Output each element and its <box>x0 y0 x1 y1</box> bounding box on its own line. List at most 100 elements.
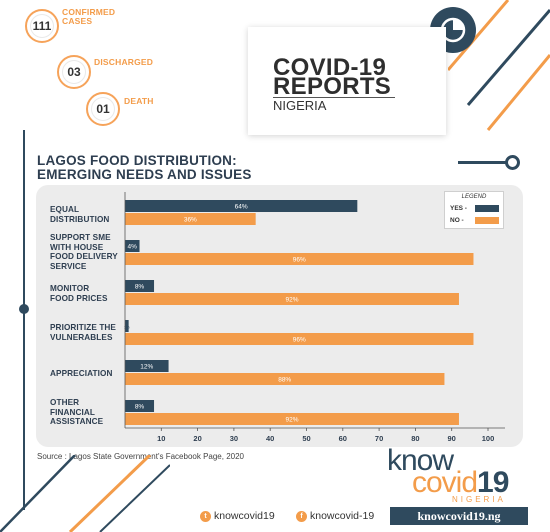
x-tick-label: 70 <box>375 434 383 443</box>
category-label-line: DISTRIBUTION <box>50 214 110 224</box>
facebook-icon: f <box>296 510 307 522</box>
bar-value-label: 12% <box>140 364 153 371</box>
category-label-line: ASSISTANCE <box>50 417 104 426</box>
bar-value-label: 8% <box>135 404 145 411</box>
chart-panel <box>36 185 523 447</box>
bar-no <box>125 293 459 305</box>
category-label-line: WITH HOUSE <box>50 242 104 252</box>
category-label-line: OTHER <box>50 398 80 407</box>
x-tick-label: 100 <box>482 434 495 443</box>
left-rail-dot <box>19 304 29 314</box>
x-tick-label: 40 <box>266 434 274 443</box>
bar-no <box>125 213 256 225</box>
confirmed-cases-value: 111 <box>31 15 53 37</box>
discharged-badge: 03 <box>57 55 91 89</box>
category-label-line: SUPPORT SME <box>50 233 111 242</box>
x-tick-label: 30 <box>230 434 238 443</box>
bar-yes <box>125 400 155 412</box>
category-label-appreciation: APPRECIATION <box>50 369 112 379</box>
x-tick-label: 60 <box>339 434 347 443</box>
category-label-line: APPRECIATION <box>50 369 113 378</box>
footer-facebook[interactable]: f knowcovid-19 <box>296 510 374 522</box>
category-label-line: PRIORITIZE THE <box>50 323 116 332</box>
bar-value-label: 36% <box>184 217 197 224</box>
title-line-1: COVID-19 <box>273 54 387 81</box>
bar-value-label: 96% <box>293 257 306 264</box>
bar-value-label: 4% <box>128 244 138 251</box>
heading-accent-line <box>458 161 508 164</box>
x-tick-label: 20 <box>193 434 201 443</box>
x-tick-label: 90 <box>448 434 456 443</box>
legend-yes-label: YES - <box>450 205 467 212</box>
logo-19: 19 <box>477 466 509 499</box>
category-label-line: FOOD PRICES <box>50 293 108 303</box>
category-label-line: FINANCIAL <box>50 407 96 417</box>
category-label-line: VULNERABLES <box>50 332 113 342</box>
bar-value-label: 88% <box>278 377 291 384</box>
decorative-stripes-top <box>448 0 550 131</box>
category-label-equal-distribution: EQUAL DISTRIBUTION <box>50 205 109 224</box>
bar-no <box>125 333 474 345</box>
footer-twitter[interactable]: t knowcovid19 <box>200 510 275 522</box>
logo-covid: covid <box>412 466 478 499</box>
chart-title-line-1: LAGOS FOOD DISTRIBUTION: <box>37 153 237 168</box>
death-value: 01 <box>92 98 114 120</box>
legend-yes-swatch <box>475 205 499 212</box>
category-label-line: SERVICE <box>50 261 87 271</box>
bar-yes <box>125 280 155 292</box>
knowcovid19-logo: know <box>387 446 454 476</box>
legend-title: LEGEND <box>461 194 487 200</box>
bar-yes <box>125 240 140 252</box>
x-tick-label: 10 <box>157 434 165 443</box>
confirmed-cases-label: CONFIRMED CASES <box>62 8 115 26</box>
heading-accent-ring <box>505 155 520 170</box>
confirmed-label-line: CASES <box>62 16 93 26</box>
category-label-support-sme: SUPPORT SME WITH HOUSE FOOD DELIVERY SER… <box>50 233 118 271</box>
legend-box: LEGEND YES - NO - <box>444 191 504 229</box>
discharged-value: 03 <box>63 61 85 83</box>
category-label-other-financial: OTHER FINANCIAL ASSISTANCE <box>50 398 103 427</box>
chart-title-line-2: EMERGING NEEDS AND ISSUES <box>37 167 252 182</box>
bar-value-label: 1% <box>124 325 130 330</box>
category-label-line: FOOD DELIVERY <box>50 252 118 261</box>
bar-no <box>125 413 459 425</box>
bar-value-label: 96% <box>293 337 306 344</box>
confirmed-label-line: CONFIRMED <box>62 7 116 17</box>
left-rail <box>23 130 25 510</box>
category-label-prioritize-vulnerables: PRIORITIZE THE VULNERABLES <box>50 323 116 342</box>
twitter-handle: knowcovid19 <box>214 510 275 522</box>
confirmed-cases-badge: 111 <box>25 9 59 43</box>
source-note: Source : Lagos State Government's Facebo… <box>37 452 244 461</box>
bar-yes <box>125 320 129 332</box>
bar-yes <box>125 360 169 372</box>
x-tick-label: 50 <box>302 434 310 443</box>
bar-value-label: 92% <box>285 297 298 304</box>
facebook-handle: knowcovid-19 <box>310 510 375 522</box>
title-divider <box>273 97 395 98</box>
bar-value-label: 8% <box>135 284 145 291</box>
legend-no-label: NO - <box>450 217 464 224</box>
category-label-line: MONITOR <box>50 284 90 293</box>
legend-no-swatch <box>475 217 499 224</box>
bar-value-label: 92% <box>285 417 298 424</box>
bar-no <box>125 373 445 385</box>
twitter-icon: t <box>200 510 211 522</box>
x-tick-label: 80 <box>411 434 419 443</box>
logo-know: know <box>387 444 454 477</box>
title-subtitle: NIGERIA <box>273 98 327 113</box>
discharged-label: DISCHARGED <box>94 57 154 67</box>
category-label-line: EQUAL <box>50 205 80 214</box>
knowcovid19-logo-line2: covid19 <box>412 468 509 498</box>
footer-website-link[interactable]: knowcovid19.ng <box>390 507 528 525</box>
bar-yes <box>125 200 358 212</box>
bar-no <box>125 253 474 265</box>
decorative-stripes-bottom <box>0 455 170 532</box>
death-label: DEATH <box>124 96 154 106</box>
title-line-2: REPORTS <box>273 73 392 100</box>
death-badge: 01 <box>86 92 120 126</box>
logo-country: NIGERIA <box>452 495 506 504</box>
category-label-monitor-food-prices: MONITOR FOOD PRICES <box>50 284 108 303</box>
bar-value-label: 64% <box>235 204 248 211</box>
